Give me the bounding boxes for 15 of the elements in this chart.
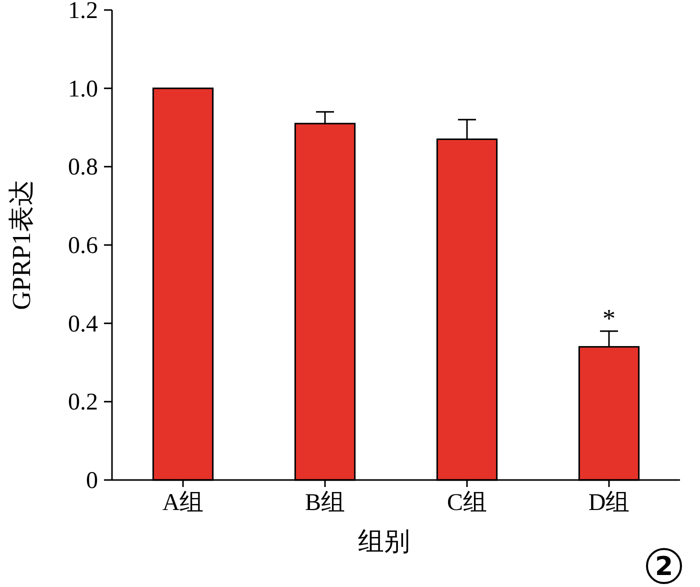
y-tick-label: 0.4	[68, 311, 98, 338]
x-axis-title: 组别	[358, 527, 410, 556]
annotation: *	[602, 304, 616, 334]
y-tick-label: 0.2	[68, 390, 98, 416]
x-tick-label: C组	[446, 490, 488, 516]
x-tick-label: D组	[588, 490, 630, 516]
y-tick-label: 0.8	[68, 154, 98, 181]
y-tick-label: 1.2	[68, 0, 98, 24]
y-tick-label: 0	[86, 468, 98, 494]
y-tick-label: 1.0	[68, 76, 98, 102]
x-tick-label: A组	[162, 490, 204, 516]
text: 2	[654, 552, 674, 582]
x-tick-label: B组	[304, 490, 346, 516]
y-axis-title: GPRP1表达	[7, 180, 36, 310]
y-tick-label: 0.6	[68, 233, 98, 259]
